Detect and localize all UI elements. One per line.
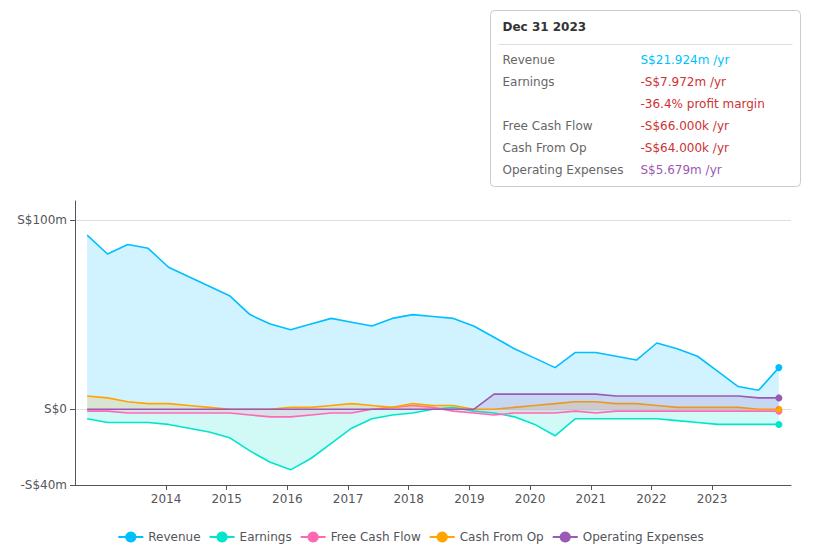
svg-text:S$100m: S$100m xyxy=(17,213,67,227)
svg-text:S$21.924m /yr: S$21.924m /yr xyxy=(641,53,730,67)
svg-text:2016: 2016 xyxy=(272,492,303,506)
svg-text:-36.4% profit margin: -36.4% profit margin xyxy=(641,97,765,111)
svg-text:Operating Expenses: Operating Expenses xyxy=(583,530,704,544)
svg-text:-S$66.000k /yr: -S$66.000k /yr xyxy=(641,119,729,133)
svg-text:-S$40m: -S$40m xyxy=(20,478,67,492)
svg-text:2021: 2021 xyxy=(575,492,606,506)
svg-text:Dec 31 2023: Dec 31 2023 xyxy=(503,20,587,34)
svg-text:Cash From Op: Cash From Op xyxy=(503,141,587,155)
svg-text:2018: 2018 xyxy=(393,492,424,506)
svg-text:Free Cash Flow: Free Cash Flow xyxy=(331,530,421,544)
svg-text:2017: 2017 xyxy=(333,492,364,506)
svg-text:Operating Expenses: Operating Expenses xyxy=(503,163,624,177)
svg-text:2015: 2015 xyxy=(211,492,242,506)
svg-text:Free Cash Flow: Free Cash Flow xyxy=(503,119,593,133)
svg-text:Revenue: Revenue xyxy=(503,53,555,67)
svg-text:Cash From Op: Cash From Op xyxy=(460,530,544,544)
svg-text:2014: 2014 xyxy=(151,492,182,506)
svg-text:2020: 2020 xyxy=(515,492,546,506)
svg-text:Earnings: Earnings xyxy=(240,530,292,544)
svg-text:2023: 2023 xyxy=(697,492,728,506)
svg-text:S$0: S$0 xyxy=(44,402,67,416)
svg-text:2019: 2019 xyxy=(454,492,485,506)
svg-text:Revenue: Revenue xyxy=(148,530,200,544)
svg-text:-S$7.972m /yr: -S$7.972m /yr xyxy=(641,75,727,89)
svg-text:2022: 2022 xyxy=(636,492,667,506)
svg-text:S$5.679m /yr: S$5.679m /yr xyxy=(641,163,722,177)
svg-text:Earnings: Earnings xyxy=(503,75,555,89)
svg-text:-S$64.000k /yr: -S$64.000k /yr xyxy=(641,141,729,155)
